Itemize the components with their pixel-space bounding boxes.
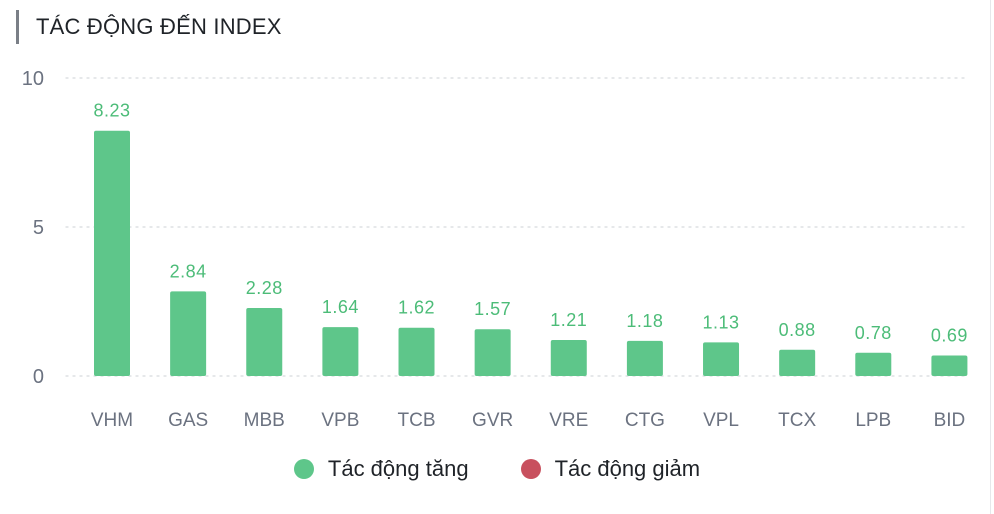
bar	[246, 308, 283, 376]
y-tick-label: 5	[33, 217, 44, 239]
y-axis-ticks: 0 5 10	[22, 68, 44, 388]
chart-title: TÁC ĐỘNG ĐẾN INDEX	[36, 14, 282, 39]
title-accent-bar	[16, 10, 19, 44]
bar	[626, 340, 663, 376]
legend-label-up: Tác động tăng	[327, 456, 469, 481]
bar	[170, 291, 207, 376]
bar-chart: 0 5 10 8.23 2.84 2.28 1.64 1.62 1.57 1.21 1.18 1.1…	[22, 68, 969, 431]
legend-item-up[interactable]: Tác động tăng	[293, 456, 469, 482]
x-tick-label: MBB	[244, 410, 285, 431]
data-label: 1.13	[703, 312, 740, 332]
x-tick-label: TCB	[398, 410, 436, 431]
data-label: 1.57	[474, 299, 511, 319]
x-tick-label: VPB	[321, 410, 359, 431]
bar	[855, 352, 892, 376]
y-tick-label: 10	[22, 68, 44, 90]
chart-header: TÁC ĐỘNG ĐẾN INDEX	[16, 10, 282, 44]
data-label: 1.18	[626, 311, 663, 331]
x-tick-label: TCX	[778, 410, 816, 431]
bar	[703, 342, 740, 376]
x-tick-label: CTG	[625, 410, 665, 431]
data-label: 0.69	[931, 325, 968, 345]
bar	[779, 349, 816, 376]
x-axis-ticks: VHM GAS MBB VPB TCB GVR VRE CTG VPL TCX LPB BID	[91, 410, 965, 431]
x-tick-label: GAS	[168, 410, 208, 431]
y-tick-label: 0	[33, 366, 44, 388]
legend-label-down: Tác động giảm	[554, 456, 701, 481]
legend-item-down[interactable]: Tác động giảm	[520, 456, 701, 482]
data-label: 2.28	[246, 278, 283, 298]
bar	[322, 327, 359, 376]
x-tick-label: VPL	[703, 410, 739, 431]
x-tick-label: BID	[934, 410, 966, 431]
card-border	[990, 0, 991, 514]
legend-dot-down-icon	[520, 459, 541, 479]
data-label: 1.64	[322, 297, 359, 317]
chart-legend: Tác động tăng Tác động giảm	[0, 456, 994, 482]
data-label: 2.84	[170, 261, 207, 281]
bar	[474, 329, 511, 376]
x-tick-label: GVR	[472, 410, 513, 431]
data-label: 8.23	[93, 101, 130, 121]
x-tick-label: LPB	[855, 410, 891, 431]
data-label: 1.62	[398, 298, 435, 318]
bar	[398, 327, 435, 376]
data-labels: 8.23 2.84 2.28 1.64 1.62 1.57 1.21 1.18 1.13 0.88…	[93, 101, 967, 346]
legend-dot-up-icon	[293, 459, 314, 479]
bar	[550, 339, 587, 376]
bar	[931, 355, 968, 376]
data-label: 1.21	[550, 310, 587, 330]
bar	[94, 130, 130, 376]
x-tick-label: VHM	[91, 410, 133, 431]
data-label: 0.88	[779, 320, 816, 340]
bars	[94, 130, 968, 376]
x-tick-label: VRE	[549, 410, 588, 431]
data-label: 0.78	[855, 323, 892, 343]
